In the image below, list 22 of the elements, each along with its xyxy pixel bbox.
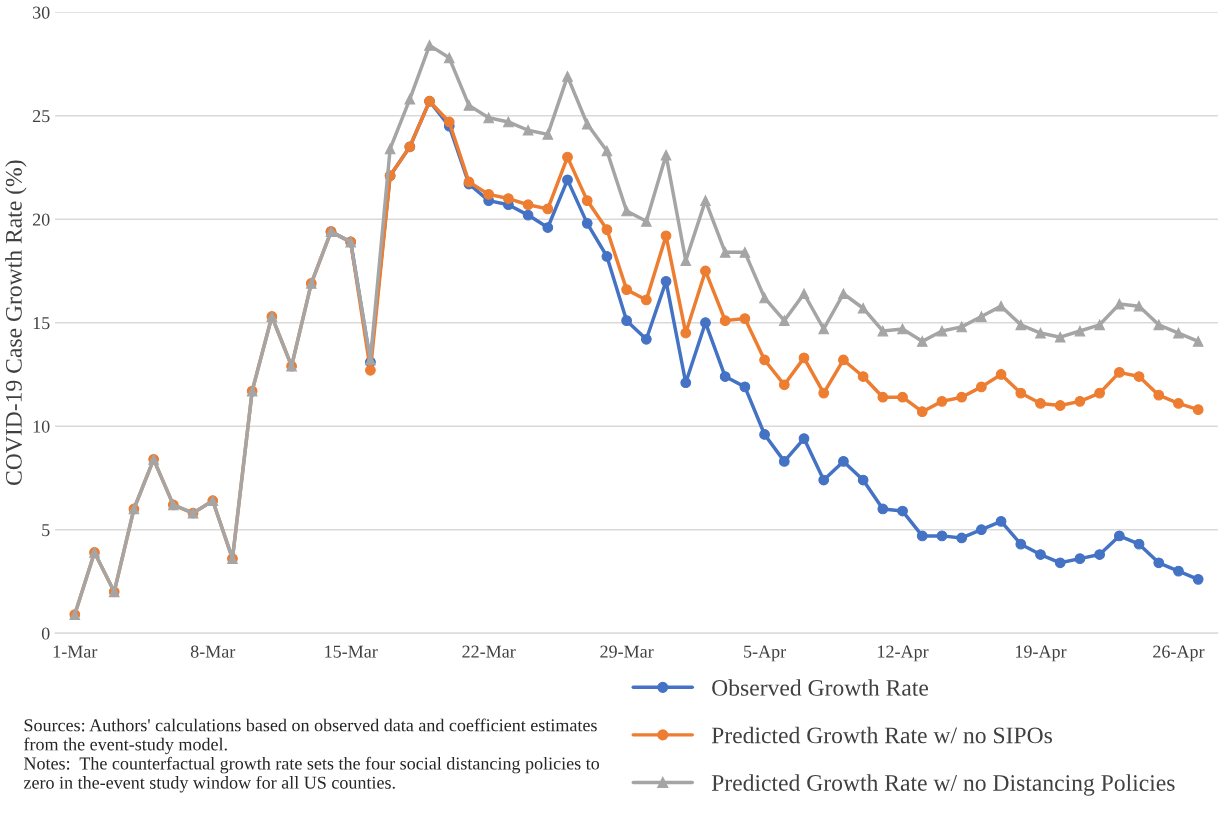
x-tick-label: 12-Apr — [878, 645, 929, 662]
x-tick-label: 15-Mar — [325, 645, 378, 658]
x-tick-label: 29-Mar — [600, 645, 654, 658]
y-tick-label: 5 — [42, 524, 50, 537]
legend-label: Predicted Growth Rate w/ no SIPOs — [711, 726, 1052, 744]
y-tick-label: 30 — [33, 6, 50, 19]
y-tick-label: 20 — [32, 213, 50, 226]
x-tick-label: 1-Mar — [53, 645, 98, 658]
x-tick-label: 5-Apr — [744, 645, 786, 662]
source-note: Sources: Authors' calculations based on observed data and coefficient estimates from the event-study model. — [24, 718, 597, 755]
y-axis-title: COVID-19 Case Growth Rate (%) — [5, 160, 27, 486]
x-tick-label: 26-Apr — [1153, 645, 1205, 662]
x-tick-label: 22-Mar — [462, 645, 516, 658]
y-tick-label: 15 — [33, 317, 50, 330]
y-tick-label: 25 — [32, 110, 50, 123]
x-tick-label: 8-Mar — [190, 645, 236, 658]
y-tick-label: 10 — [33, 420, 50, 433]
y-tick-label: 0 — [41, 627, 50, 640]
legend-label: Observed Growth Rate — [712, 679, 929, 696]
text: Notes: The counterfactual growth rate sets the four social distancing policies to zero in the-event study window for all US counties. — [23, 756, 600, 793]
x-tick-label: 19-Apr — [1016, 645, 1067, 662]
legend-label: Predicted Growth Rate w/ no Distancing Policies — [711, 774, 1175, 796]
